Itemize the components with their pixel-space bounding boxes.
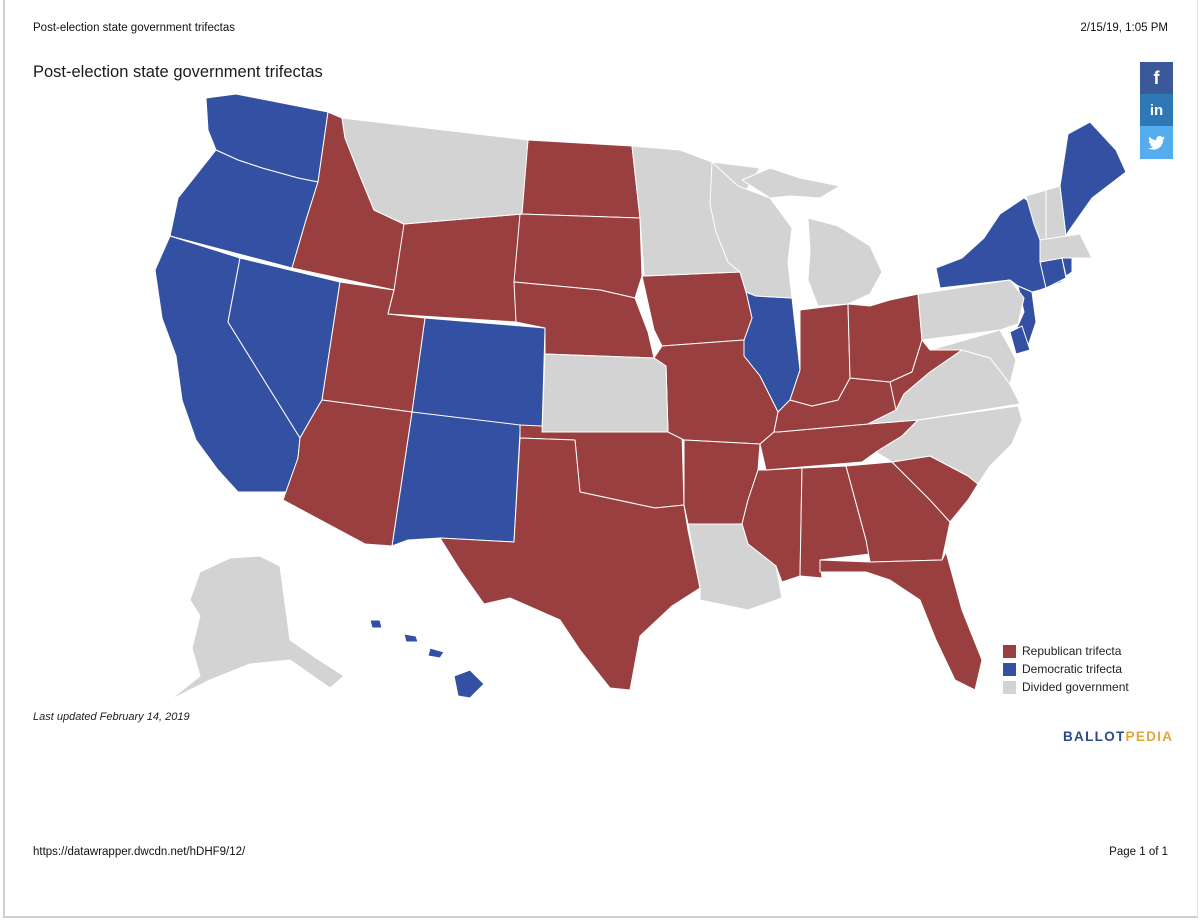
state-nd[interactable] xyxy=(519,139,641,219)
state-az[interactable] xyxy=(282,399,413,547)
state-pa[interactable] xyxy=(917,279,1025,341)
logo-part-pedia: PEDIA xyxy=(1125,729,1174,744)
print-footer-url: https://datawrapper.dwcdn.net/hDHF9/12/ xyxy=(33,846,246,858)
state-mi[interactable] xyxy=(741,167,883,307)
state-la[interactable] xyxy=(687,523,783,611)
legend-swatch-democratic xyxy=(1003,662,1016,676)
facebook-share-button[interactable]: f xyxy=(1140,62,1173,95)
state-nc[interactable] xyxy=(875,405,1023,485)
state-tx[interactable] xyxy=(439,437,701,691)
state-ks[interactable] xyxy=(541,353,669,433)
state-me[interactable] xyxy=(1059,121,1127,237)
last-updated-note: Last updated February 14, 2019 xyxy=(33,711,190,723)
print-header-datetime: 2/15/19, 1:05 PM xyxy=(1080,22,1168,34)
print-footer-page: Page 1 of 1 xyxy=(1109,846,1168,858)
legend-swatch-republican xyxy=(1003,644,1016,658)
state-hi[interactable] xyxy=(369,619,485,699)
state-de[interactable] xyxy=(1009,325,1031,355)
state-ia[interactable] xyxy=(641,271,753,347)
page-frame xyxy=(3,0,1198,918)
map-title: Post-election state government trifectas xyxy=(33,63,323,81)
legend-label-democratic: Democratic trifecta xyxy=(1022,662,1123,676)
legend-item-democratic: Democratic trifecta xyxy=(1003,660,1129,678)
state-md[interactable] xyxy=(929,329,1017,385)
state-wy[interactable] xyxy=(387,213,523,323)
map-legend: Republican trifecta Democratic trifecta … xyxy=(1003,642,1129,696)
facebook-icon: f xyxy=(1153,68,1160,88)
state-ak[interactable] xyxy=(169,555,345,701)
linkedin-share-button[interactable]: in xyxy=(1140,94,1173,127)
ballotpedia-logo: BALLOTPEDIA xyxy=(1063,729,1173,744)
state-fl[interactable] xyxy=(819,551,983,691)
legend-item-republican: Republican trifecta xyxy=(1003,642,1129,660)
twitter-icon xyxy=(1148,135,1165,150)
state-nm[interactable] xyxy=(391,411,521,547)
legend-label-republican: Republican trifecta xyxy=(1022,644,1122,658)
legend-swatch-divided xyxy=(1003,680,1016,694)
state-mt[interactable] xyxy=(341,117,529,225)
state-oh[interactable] xyxy=(847,293,923,383)
twitter-share-button[interactable] xyxy=(1140,126,1173,159)
state-in[interactable] xyxy=(789,303,851,407)
legend-item-divided: Divided government xyxy=(1003,678,1129,696)
linkedin-icon: in xyxy=(1149,102,1164,119)
state-ma[interactable] xyxy=(1039,233,1093,263)
legend-label-divided: Divided government xyxy=(1022,680,1129,694)
logo-part-ballot: BALLOT xyxy=(1063,729,1126,744)
print-header-title: Post-election state government trifectas xyxy=(33,22,235,34)
